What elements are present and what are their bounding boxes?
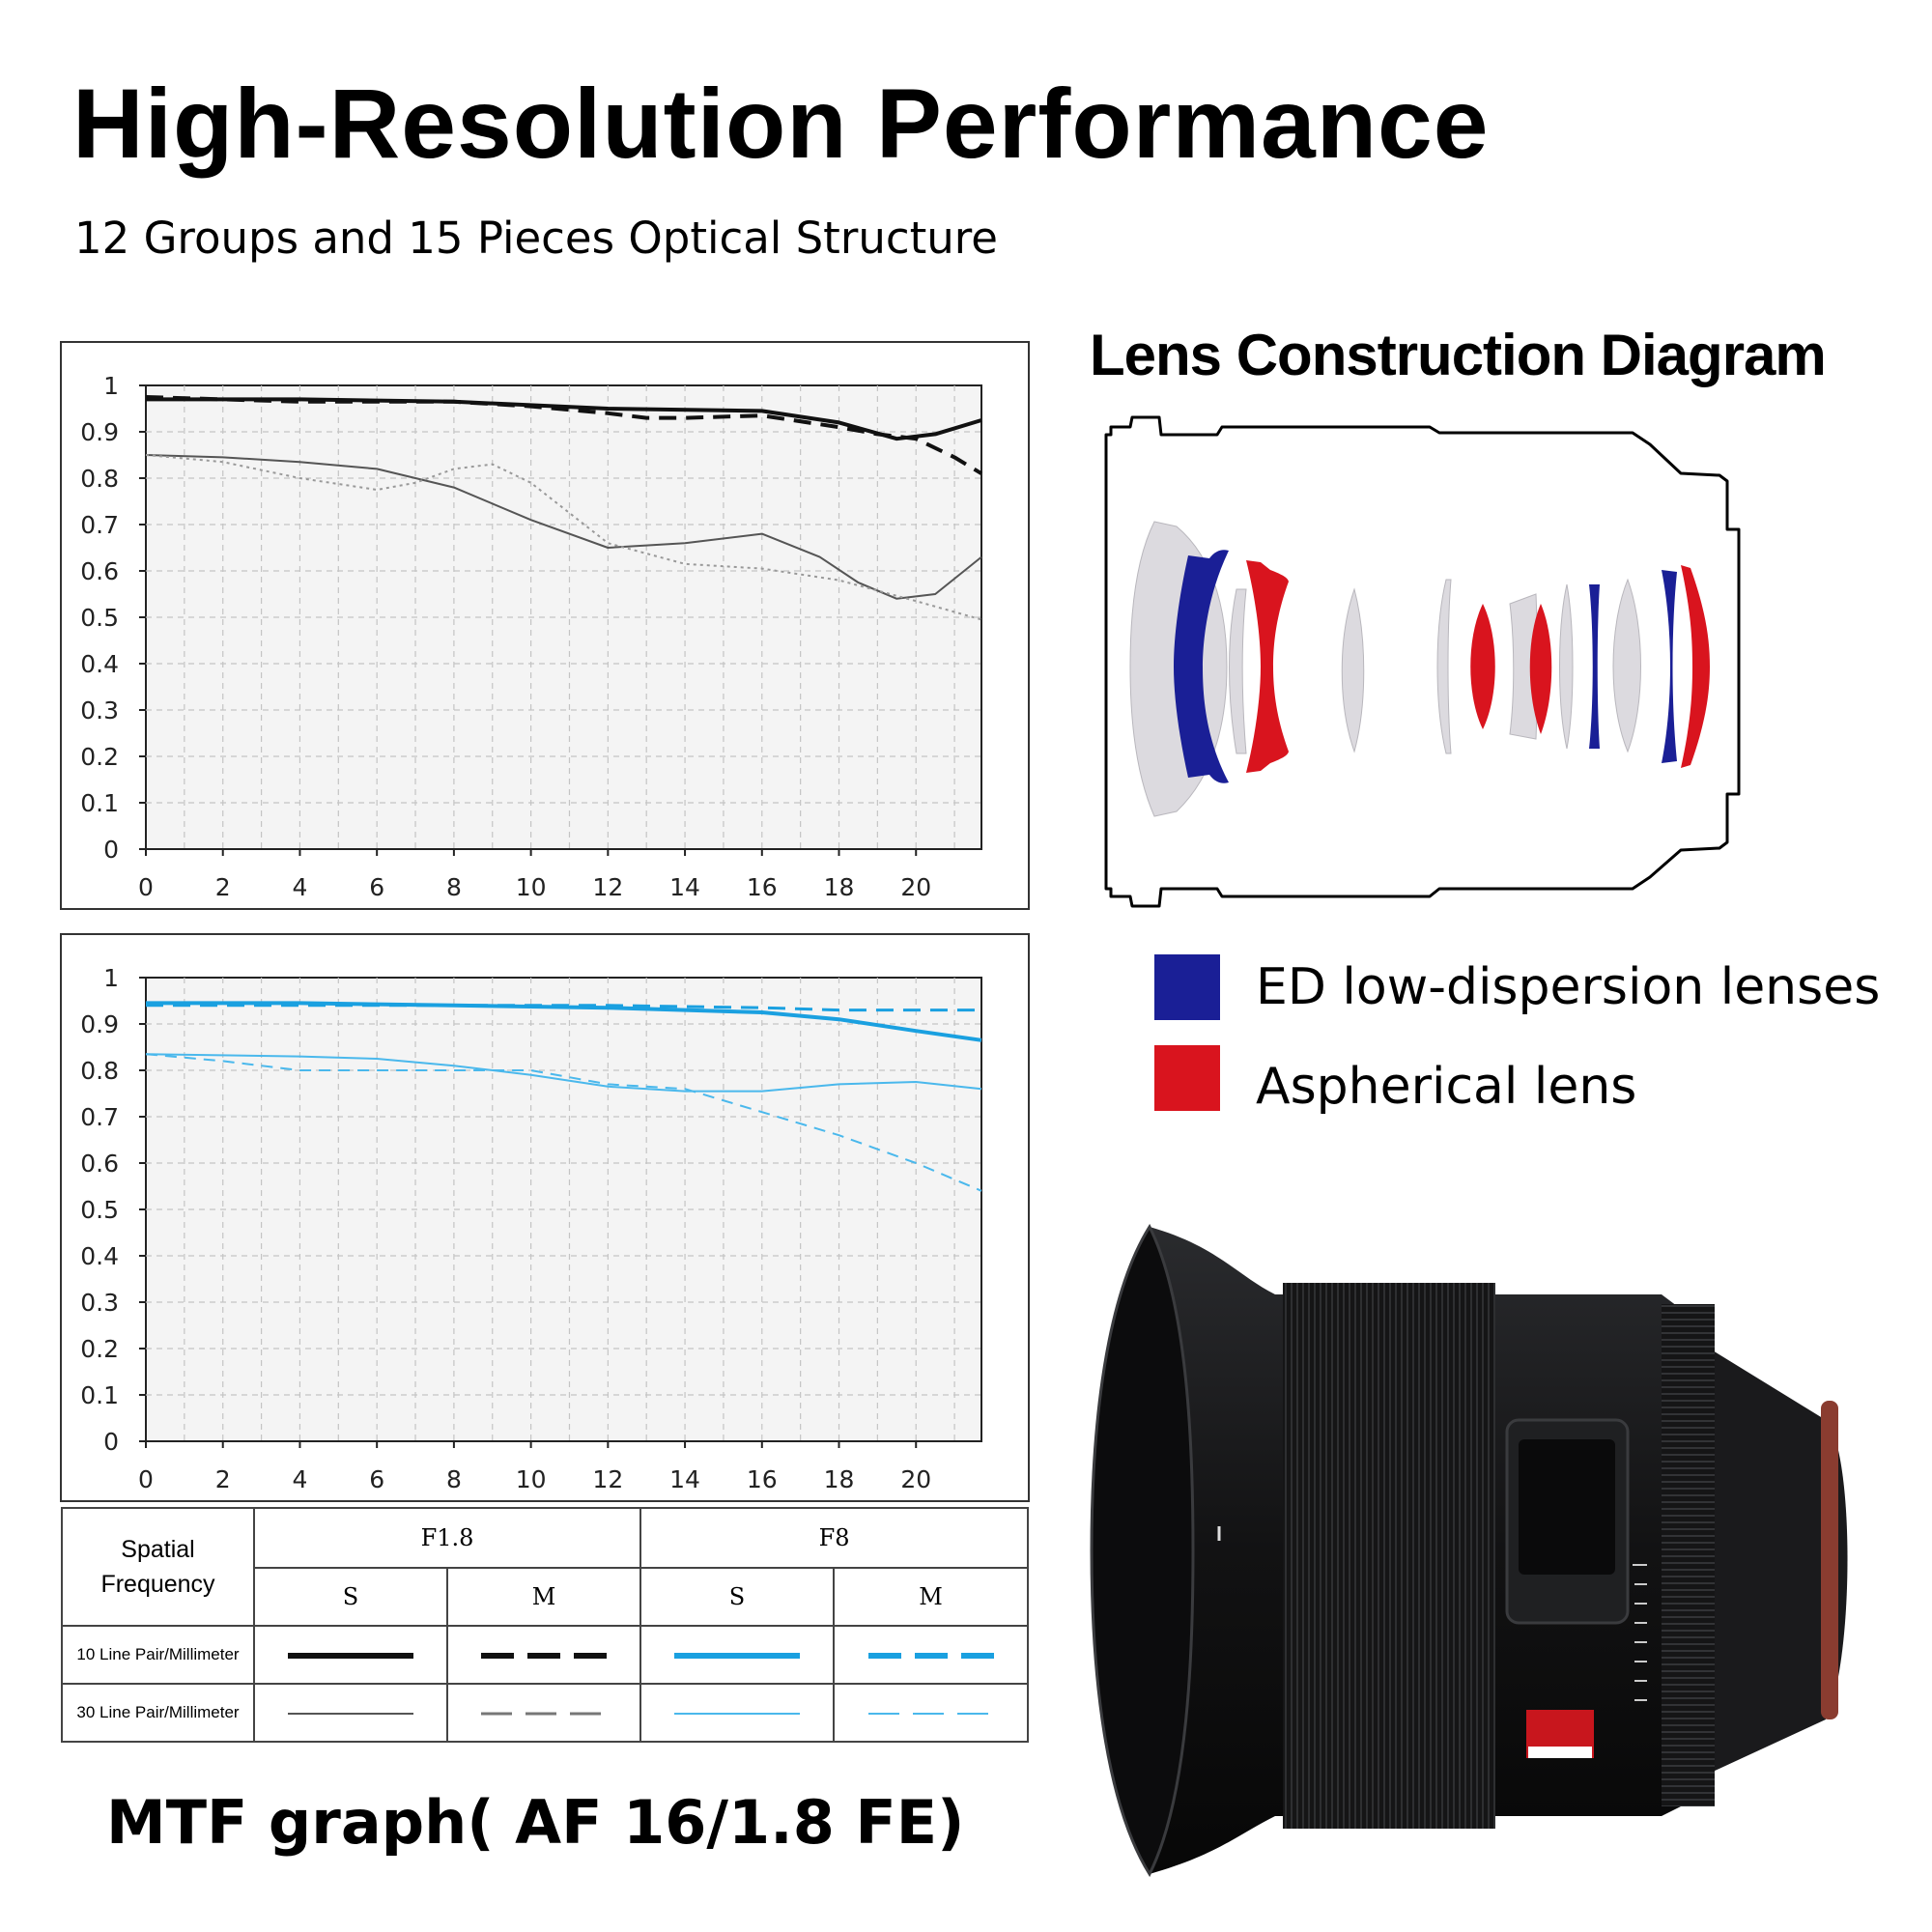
x-tick-label: 14 [669,873,700,901]
meridional-header: M [833,1567,1030,1627]
aspherical-elements [1246,560,1710,773]
aspherical-legend-swatch [1154,1045,1220,1111]
x-tick-label: 4 [292,873,307,901]
x-tick-label: 12 [592,873,623,901]
page-subtitle: 12 Groups and 15 Pieces Optical Structur… [74,213,998,264]
y-tick-label: 0.3 [80,696,119,724]
mtf-series-line [145,1053,982,1093]
mtf-series-line [146,1001,982,1042]
x-tick-label: 4 [292,1465,307,1493]
meridional-header: M [445,1567,642,1627]
row-label-30lp: 30 Line Pair/Millimeter [61,1683,255,1743]
y-tick-label: 0.6 [80,557,119,585]
y-tick-label: 0.9 [80,418,119,446]
x-tick-label: 20 [900,1465,931,1493]
x-tick-label: 20 [900,873,931,901]
mtf-series-line [145,454,982,621]
legend-line-f18-s-30 [253,1683,448,1743]
legend-line-f18-m-30 [445,1683,642,1743]
y-tick-label: 0.3 [80,1289,119,1317]
legend-line-f8-s-10 [639,1625,836,1685]
x-tick-label: 2 [215,873,231,901]
row-label-10lp: 10 Line Pair/Millimeter [61,1625,255,1685]
y-tick-label: 0.5 [80,604,119,632]
mtf-series-line [145,1053,982,1192]
y-tick-label: 1 [103,964,119,992]
legend-line-f8-s-30 [639,1683,836,1743]
y-tick-label: 0.5 [80,1196,119,1224]
y-tick-label: 0.2 [80,743,119,771]
sagittal-header: S [253,1567,448,1627]
mtf-chart-f18: 0 0.1 0.2 0.3 0.4 0.5 0.6 0.7 0.8 0.9 1 0 2 4 6 8 10 12 14… [60,341,1030,910]
sagittal-header: S [639,1567,836,1627]
y-tick-label: 0.6 [80,1150,119,1178]
x-tick-label: 10 [516,873,547,901]
mtf-key-table: Spatial Frequency F1.8 F8 S M S M 10 Lin… [61,1507,1030,1743]
mtf-series-line [146,1004,981,1012]
y-tick-label: 0.4 [80,650,119,678]
spatial-frequency-header: Spatial Frequency [61,1507,255,1627]
y-tick-label: 0.9 [80,1010,119,1038]
x-tick-label: 0 [138,1465,154,1493]
legend-line-f18-m-10 [445,1625,642,1685]
aspherical-legend-label: Aspherical lens [1256,1058,1637,1116]
x-tick-label: 16 [747,1465,778,1493]
x-tick-label: 0 [138,873,154,901]
mtf-series-line [145,395,983,475]
aperture-f8-header: F8 [639,1507,1030,1569]
mtf-chart-f8-svg: 00.10.20.30.40.50.60.70.80.910 2 4 6 8 10 12 14… [80,964,982,1493]
y-tick-label: 1 [103,372,119,400]
legend-line-f8-m-10 [833,1625,1030,1685]
lens-product-image [1090,1223,1848,1878]
lens-construction-diagram [1104,415,1741,908]
legend-line-f8-m-30 [833,1683,1030,1743]
x-tick-label: 18 [824,1465,855,1493]
legend-line-f18-s-10 [253,1625,448,1685]
x-tick-label: 8 [446,1465,462,1493]
mtf-chart-f8: 0 0.1 0.2 0.3 0.4 0.5 0.6 0.7 0.8 0.9 1 0 2 4 6 8 10 12 14… [60,933,1030,1502]
y-tick-label: 0.1 [80,789,119,817]
y-tick-label: 0.7 [80,1103,119,1131]
x-tick-label: 6 [369,873,384,901]
mtf-caption: MTF graph( AF 16/1.8 FE) [106,1787,965,1858]
x-tick-label: 14 [669,1465,700,1493]
y-tick-label: 0.2 [80,1335,119,1363]
x-tick-label: 6 [369,1465,384,1493]
y-tick-label: 0.4 [80,1242,119,1270]
y-tick-label: 0.1 [80,1381,119,1409]
y-tick-label: 0.7 [80,511,119,539]
x-tick-label: 8 [446,873,462,901]
mtf-series-line [145,454,982,600]
x-tick-label: 2 [215,1465,231,1493]
x-tick-label: 10 [516,1465,547,1493]
ed-legend-swatch [1154,954,1220,1020]
aperture-f18-header: F1.8 [252,1507,642,1569]
y-tick-label: 0 [103,1428,119,1456]
y-tick-label: 0.8 [80,465,119,493]
x-tick-label: 12 [592,1465,623,1493]
mtf-chart-f18-svg: 00.10.20.30.40.50.60.70.80.910 2 4 6 8 10 12 14… [80,372,983,901]
lens-diagram-title: Lens Construction Diagram [1090,323,1827,387]
ed-elements [1174,550,1677,783]
page-title: High-Resolution Performance [72,69,1490,179]
y-tick-label: 0 [103,836,119,864]
x-tick-label: 18 [824,873,855,901]
y-tick-label: 0.8 [80,1057,119,1085]
x-tick-label: 16 [747,873,778,901]
ed-legend-label: ED low-dispersion lenses [1256,958,1881,1016]
barrel-outline [1104,415,1741,908]
